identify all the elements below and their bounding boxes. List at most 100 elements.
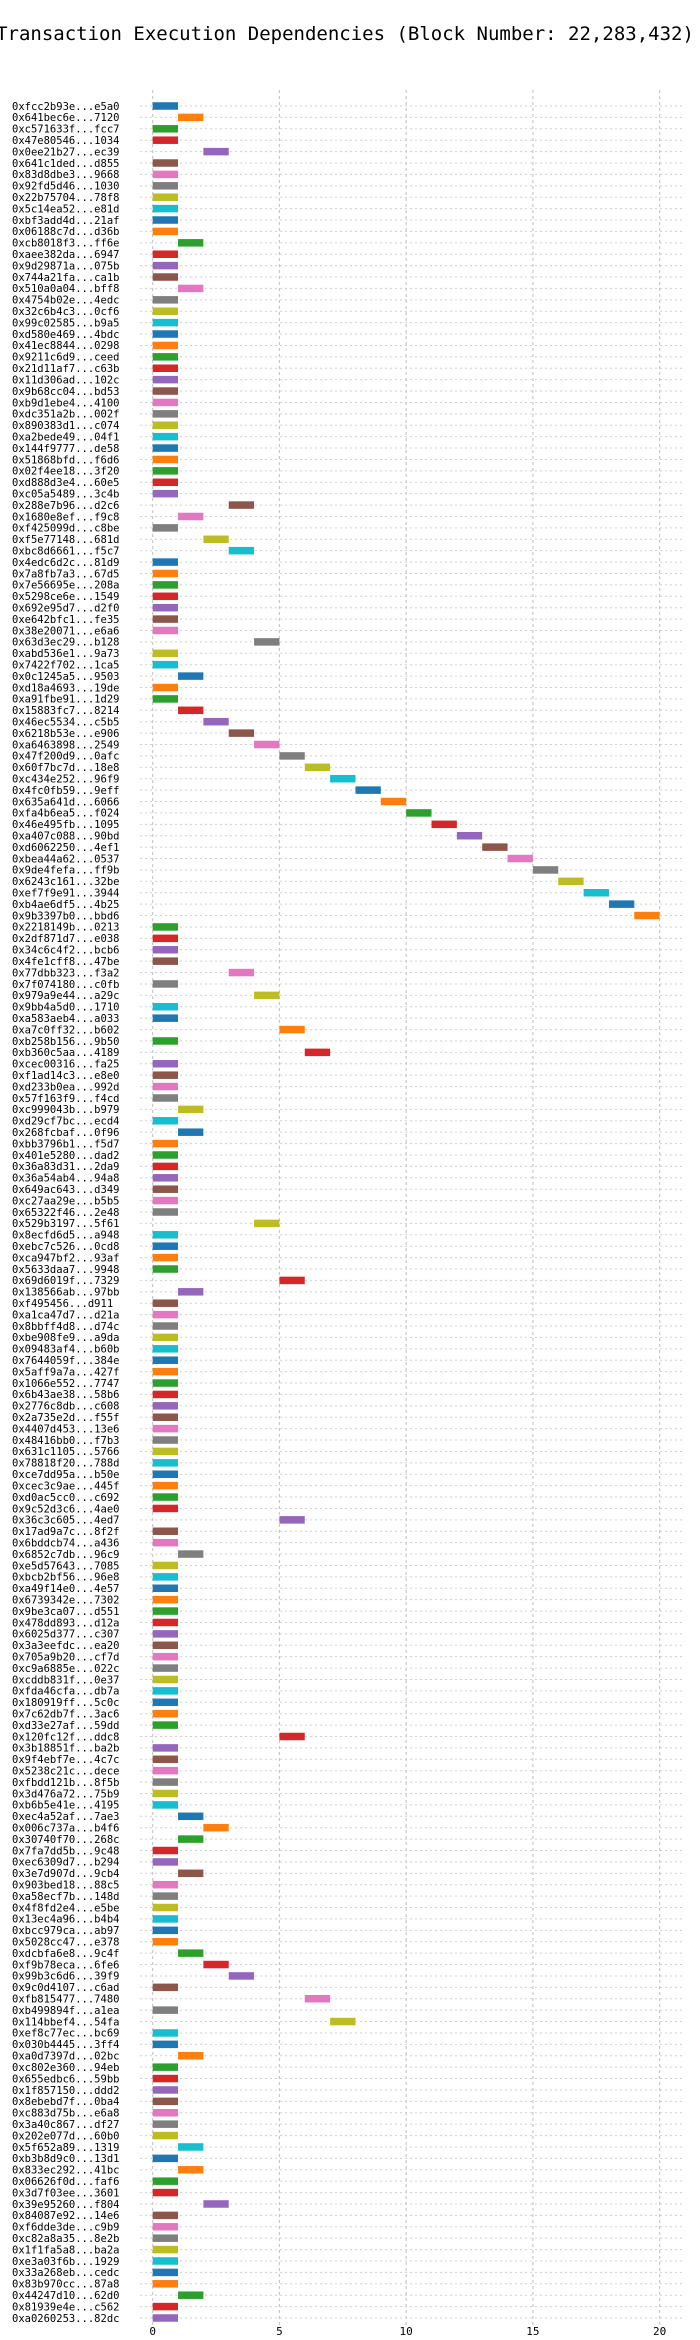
transaction-bar xyxy=(152,444,179,452)
transaction-bar xyxy=(203,1960,229,1969)
transaction-bar xyxy=(152,1744,179,1752)
transaction-label: 0x7644059f...384e xyxy=(12,1355,119,1367)
transaction-bar xyxy=(152,615,179,623)
transaction-label: 0x3b18851f...ba2b xyxy=(12,1743,119,1755)
transaction-label: 0xdc351a2b...002f xyxy=(12,409,119,421)
transaction-label: 0x6243c161...32be xyxy=(12,876,119,888)
transaction-bar xyxy=(152,1778,179,1786)
transaction-bar xyxy=(152,1402,179,1410)
transaction-bar xyxy=(152,1139,179,1148)
transaction-label: 0x1f857150...ddd2 xyxy=(12,2085,119,2097)
transaction-label: 0x268fcbaf...0f96 xyxy=(12,1127,119,1139)
transaction-bar xyxy=(152,2280,179,2288)
transaction-label: 0xe642bfc1...fe35 xyxy=(12,614,119,626)
transaction-label: 0x692e95d7...d2f0 xyxy=(12,602,119,614)
transaction-bar xyxy=(152,1584,179,1593)
transaction-label: 0x38e20071...e6a6 xyxy=(12,625,119,637)
transaction-label: 0x5aff9a7a...427f xyxy=(12,1366,119,1378)
transaction-label: 0x84087e92...14e6 xyxy=(12,2210,119,2222)
transaction-label: 0x06626f0d...faf6 xyxy=(12,2176,119,2188)
transaction-label: 0x114bbef4...54fa xyxy=(12,2016,119,2028)
transaction-label: 0xcddb831f...0e37 xyxy=(12,1674,119,1686)
transaction-bar xyxy=(152,1162,179,1171)
transaction-bar xyxy=(152,2097,179,2106)
transaction-label: 0x99c02585...b9a5 xyxy=(12,317,119,329)
transaction-label: 0x006c737a...b4f6 xyxy=(12,1823,119,1835)
transaction-label: 0x6025d377...c307 xyxy=(12,1629,119,1641)
transaction-label: 0xfbdd121b...8f5b xyxy=(12,1777,119,1789)
transaction-bar xyxy=(152,1801,179,1809)
bars xyxy=(152,102,660,2322)
transaction-bar xyxy=(507,854,533,863)
transaction-bar xyxy=(152,1151,179,1159)
transaction-bar xyxy=(152,1299,179,1307)
transaction-label: 0xfa4b6ea5...f024 xyxy=(12,808,119,820)
transaction-bar xyxy=(152,524,179,532)
transaction-label: 0x6739342e...7302 xyxy=(12,1594,119,1606)
transaction-bar xyxy=(152,102,179,110)
transaction-bar xyxy=(152,1880,179,1889)
transaction-bar xyxy=(152,1174,179,1182)
transaction-label: 0x5c14ea52...e81d xyxy=(12,203,119,215)
transaction-label: 0x510a0a04...bff8 xyxy=(12,283,119,295)
transaction-label: 0xa0260253...82dc xyxy=(12,2313,119,2325)
transaction-bar xyxy=(152,341,179,350)
transaction-label: 0xf9b78eca...6fe6 xyxy=(12,1959,119,1971)
transaction-label: 0x979a9e44...a29c xyxy=(12,990,119,1002)
transaction-label: 0xd233b0ea...992d xyxy=(12,1081,119,1093)
transaction-label: 0x8ebebd7f...0ba4 xyxy=(12,2096,119,2108)
transaction-label: 0xc9a6885e...022c xyxy=(12,1663,119,1675)
transaction-label: 0x46ec5534...c5b5 xyxy=(12,717,119,729)
transaction-label: 0x9bb4a5d0...1710 xyxy=(12,1002,119,1014)
transaction-bar xyxy=(152,934,179,943)
transaction-label: 0xf425099d...c8be xyxy=(12,523,119,535)
x-tick-label: 0 xyxy=(149,2325,156,2338)
transaction-label: 0x9b68cc04...bd53 xyxy=(12,386,119,398)
transaction-bar xyxy=(152,1481,179,1490)
transaction-label: 0x903bed18...88c5 xyxy=(12,1880,119,1892)
transaction-label: 0x09483af4...b60b xyxy=(12,1344,119,1356)
transaction-label: 0xd18a4693...19de xyxy=(12,682,119,694)
transaction-bar xyxy=(152,353,179,361)
transaction-label: 0x1f1fa5a8...ba2a xyxy=(12,2244,119,2256)
transaction-label: 0xe3a03f6b...1929 xyxy=(12,2256,119,2268)
transaction-bar xyxy=(152,455,179,464)
transaction-bar xyxy=(228,729,255,737)
transaction-bar xyxy=(558,877,584,886)
transaction-bar xyxy=(355,786,381,794)
transaction-bar xyxy=(152,1310,179,1319)
transaction-bar xyxy=(304,1994,331,2003)
transaction-bar xyxy=(178,284,204,293)
transaction-label: 0xef7f9e91...3944 xyxy=(12,888,119,900)
transaction-bar xyxy=(203,147,229,156)
transaction-label: 0x5238c21c...dece xyxy=(12,1766,119,1778)
transaction-bar xyxy=(152,250,179,258)
transaction-label: 0x3d7f03ee...3601 xyxy=(12,2187,119,2199)
transaction-bar xyxy=(152,2120,179,2128)
transaction-bar xyxy=(178,1812,204,1821)
transaction-label: 0xc434e252...96f9 xyxy=(12,774,119,786)
transaction-label: 0x5f652a89...1319 xyxy=(12,2142,119,2154)
transaction-bar xyxy=(152,558,179,566)
transaction-label: 0x5028cc47...e378 xyxy=(12,1937,119,1949)
transaction-bar xyxy=(178,2291,204,2299)
transaction-bar xyxy=(152,1117,179,1125)
transaction-bar xyxy=(152,216,179,224)
transaction-label: 0x288e7b96...d2c6 xyxy=(12,500,119,512)
transaction-bar xyxy=(152,1447,179,1456)
transaction-label: 0xfb815477...7480 xyxy=(12,1994,119,2006)
transaction-label: 0xef8c77ec...bc69 xyxy=(12,2028,119,2040)
transaction-bar xyxy=(152,1687,179,1695)
transaction-label: 0xec6309d7...b294 xyxy=(12,1857,119,1869)
transaction-label: 0x48416bb0...f7b3 xyxy=(12,1435,119,1447)
transaction-bar xyxy=(583,888,609,897)
x-tick-label: 20 xyxy=(653,2325,666,2338)
transaction-bar xyxy=(178,672,204,680)
transaction-bar xyxy=(178,706,204,715)
transaction-bar xyxy=(152,1630,179,1638)
transaction-bar xyxy=(152,204,179,213)
transaction-bar xyxy=(152,387,179,395)
transaction-label: 0x32c6b4c3...0cf6 xyxy=(12,306,119,318)
transaction-label: 0xbea44a62...0537 xyxy=(12,853,119,865)
